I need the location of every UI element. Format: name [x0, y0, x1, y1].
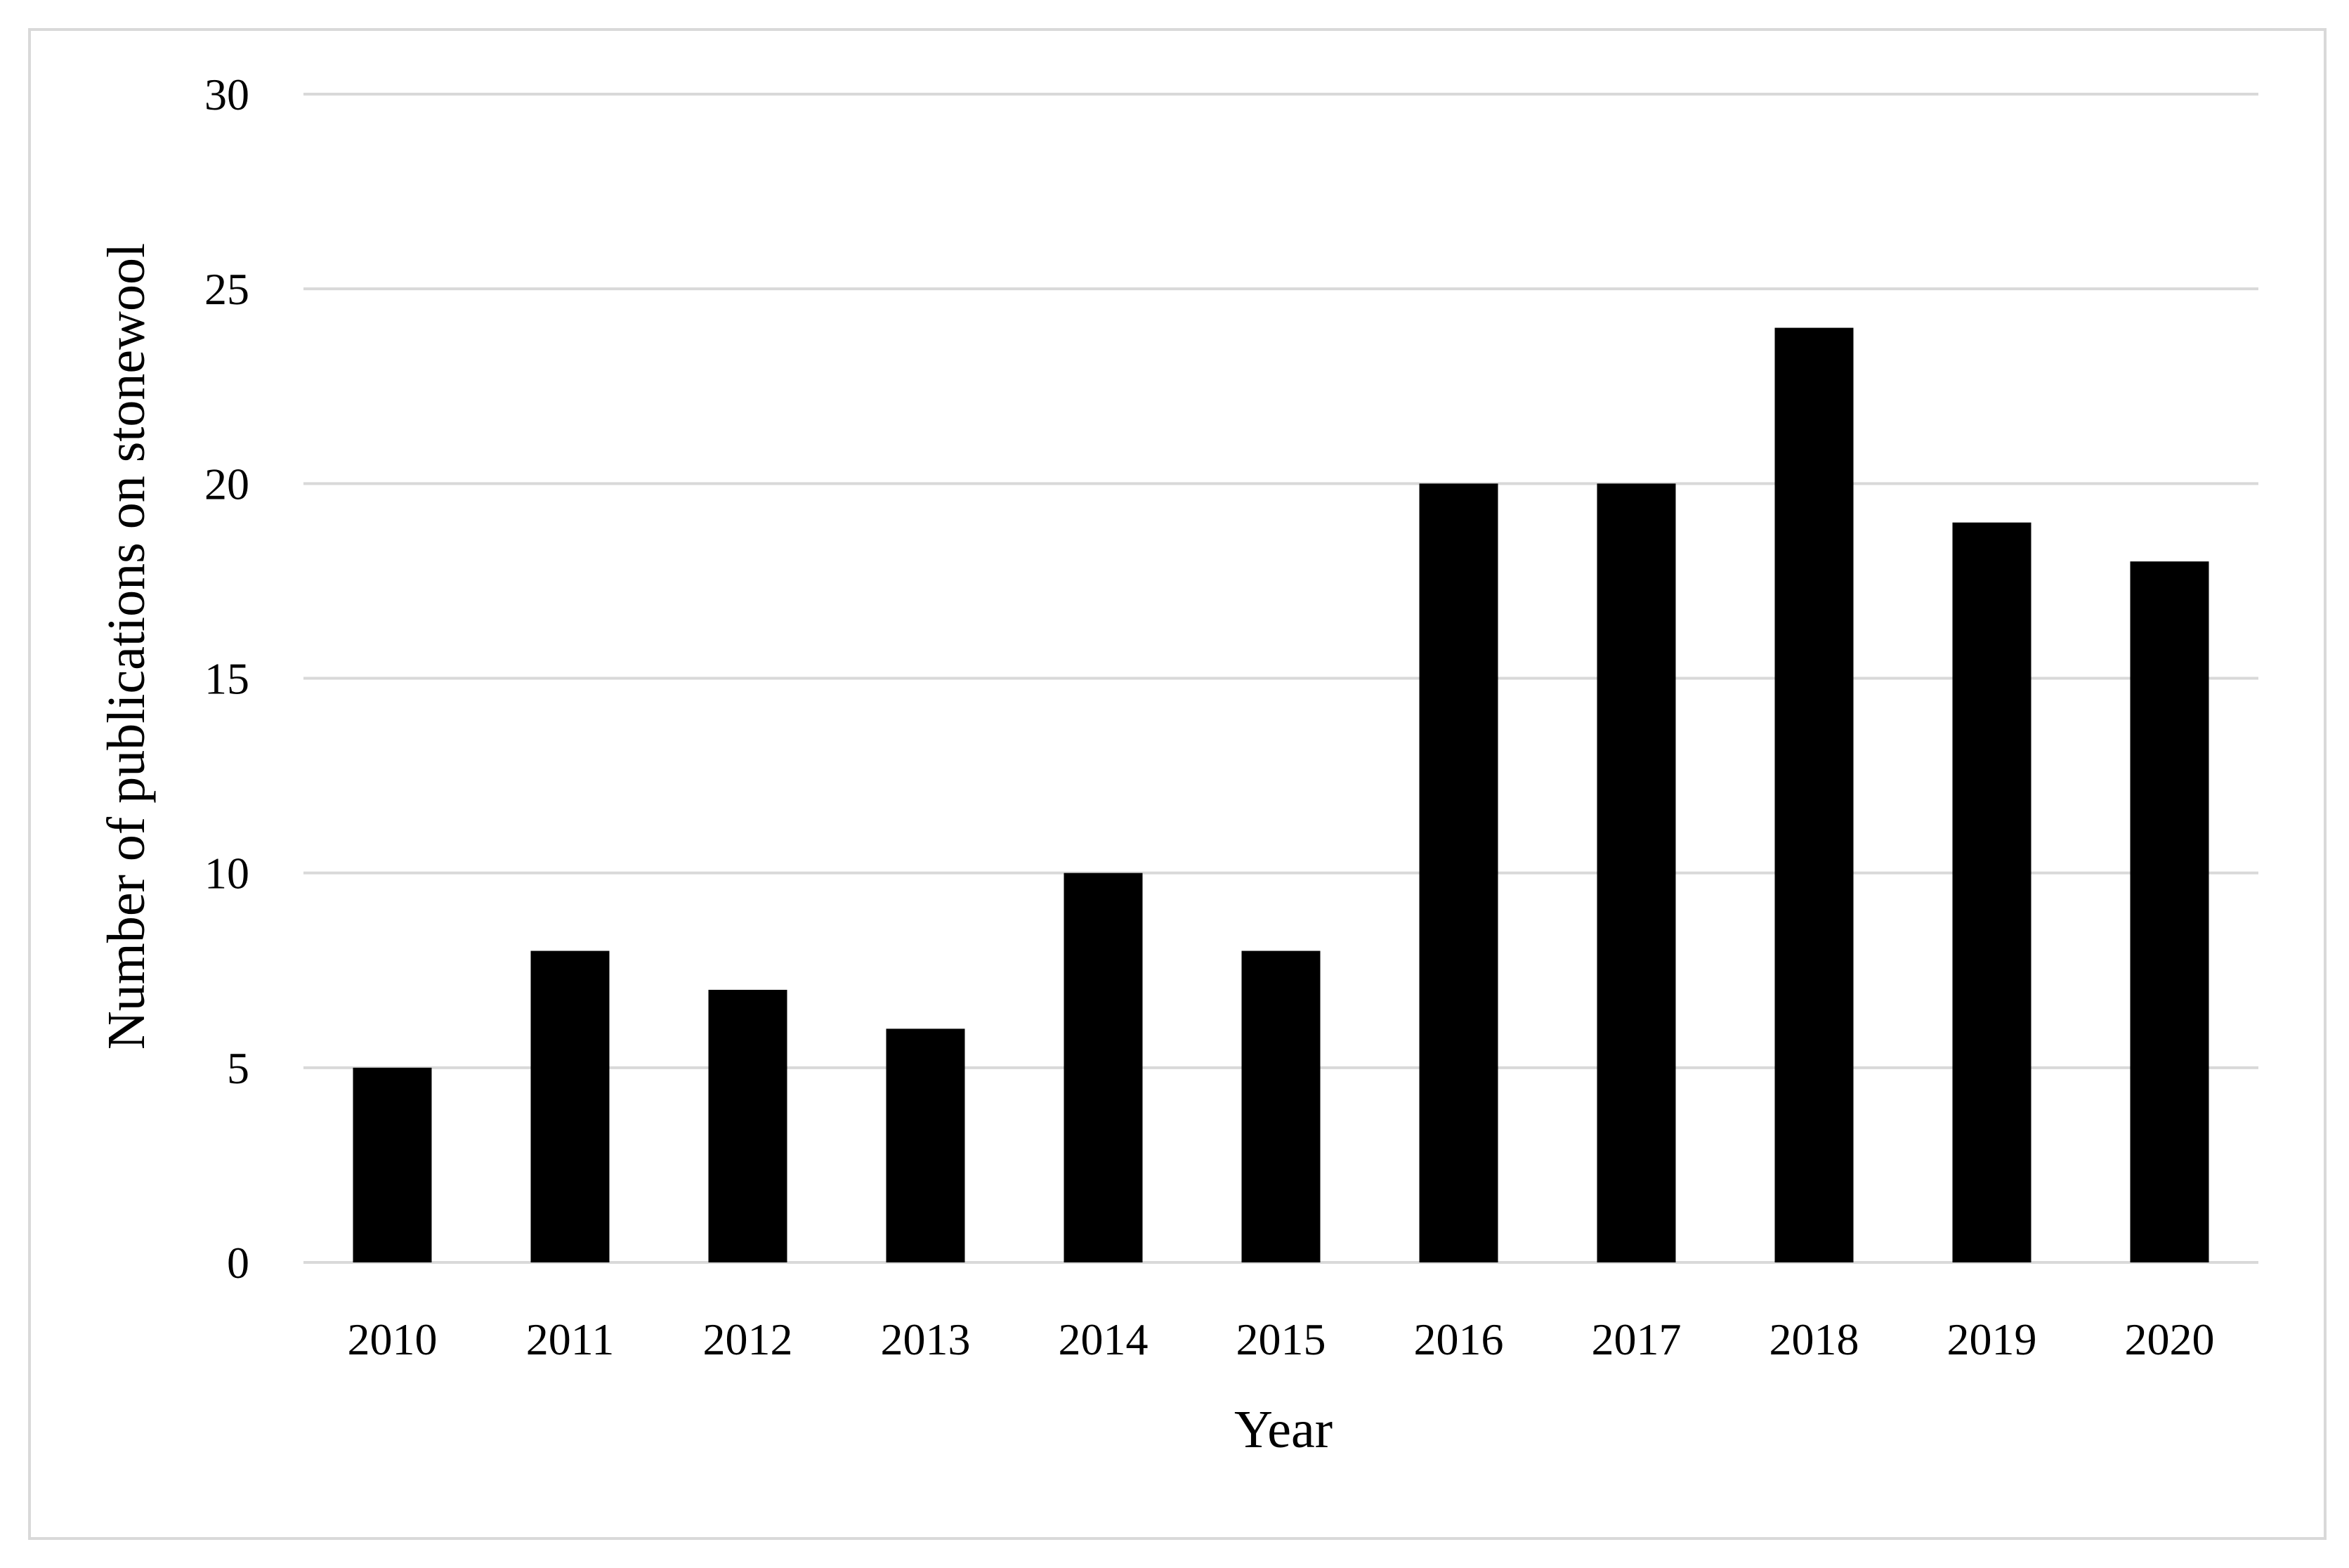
y-tick-label: 15 [204, 654, 249, 704]
y-tick-label: 30 [204, 70, 249, 119]
y-tick-label: 10 [204, 849, 249, 899]
x-axis-title: Year [1234, 1400, 1333, 1459]
y-axis-title: Number of publications on stonewool [97, 243, 156, 1050]
y-tick-label: 5 [227, 1043, 249, 1093]
bar-2014 [1064, 873, 1143, 1262]
x-axis-tick-labels: 2010 2011 2012 2013 2014 2015 2016 2017 2018 2019… [348, 1314, 2215, 1364]
bar-2012 [708, 989, 787, 1262]
bar-2019 [1952, 522, 2031, 1263]
x-tick-label: 2011 [526, 1314, 615, 1364]
bar-2015 [1241, 950, 1321, 1262]
x-tick-label: 2017 [1592, 1314, 1682, 1364]
x-tick-label: 2020 [2125, 1314, 2215, 1364]
x-tick-label: 2010 [348, 1314, 438, 1364]
bar-2018 [1774, 327, 1854, 1263]
y-tick-label: 25 [204, 264, 249, 314]
y-tick-label: 0 [227, 1238, 249, 1288]
x-tick-label: 2018 [1769, 1314, 1859, 1364]
gridlines [303, 93, 2258, 1264]
bar-2020 [2130, 561, 2209, 1262]
x-tick-label: 2014 [1059, 1314, 1149, 1364]
x-tick-label: 2015 [1236, 1314, 1326, 1364]
bar-2016 [1419, 483, 1498, 1263]
bar-2011 [530, 950, 610, 1262]
bar-2013 [886, 1028, 965, 1262]
x-tick-label: 2012 [703, 1314, 793, 1364]
y-axis-tick-labels: 0 5 10 15 20 25 30 [204, 70, 249, 1288]
bar-2017 [1597, 483, 1676, 1263]
y-tick-label: 20 [204, 459, 249, 509]
chart-frame [28, 28, 2327, 1540]
bar-2010 [353, 1067, 432, 1262]
x-tick-label: 2019 [1947, 1314, 2037, 1364]
x-tick-label: 2016 [1414, 1314, 1504, 1364]
x-tick-label: 2013 [881, 1314, 971, 1364]
bars [353, 327, 2209, 1263]
